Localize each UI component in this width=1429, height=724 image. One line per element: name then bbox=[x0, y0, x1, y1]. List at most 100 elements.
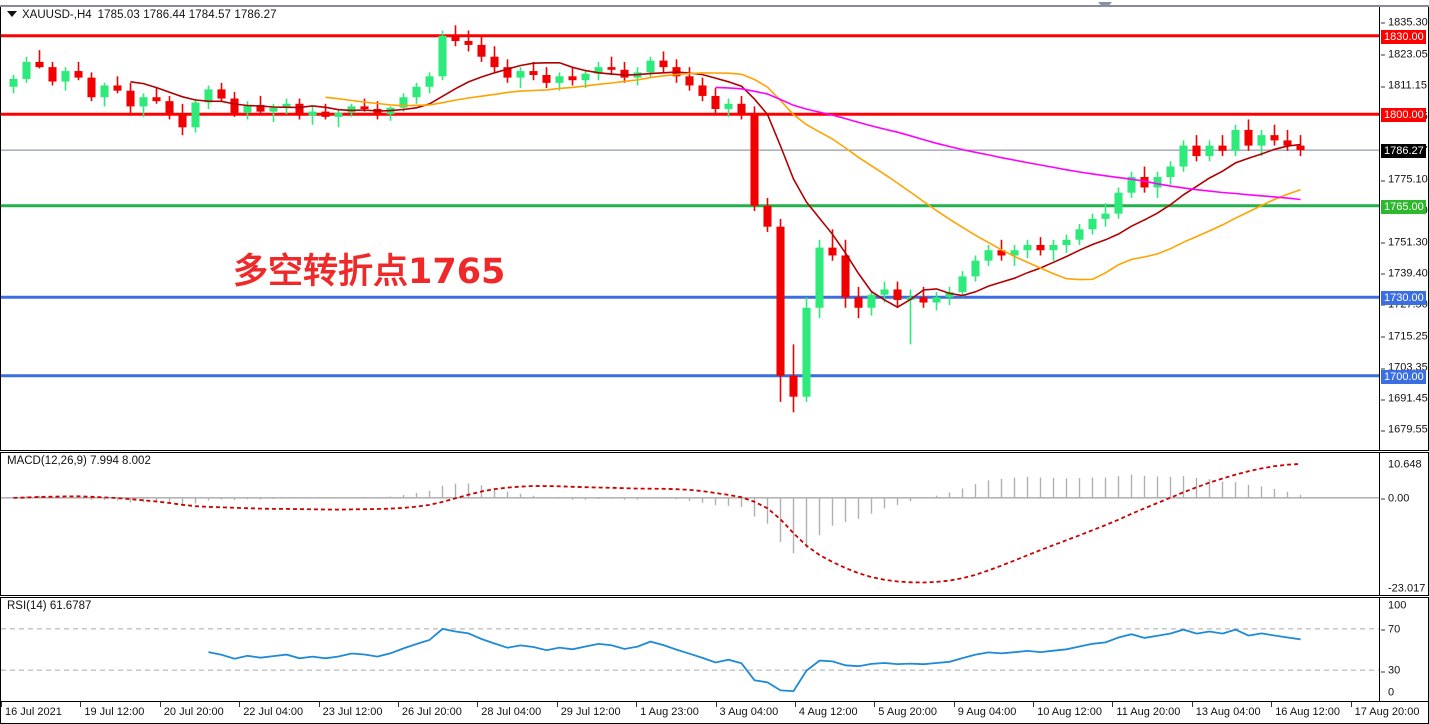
price-tick: 1679.55 bbox=[1381, 423, 1428, 436]
time-tick-mark bbox=[1112, 702, 1114, 707]
time-axis-label: 16 Aug 12:00 bbox=[1275, 706, 1341, 718]
candle-body bbox=[1101, 213, 1110, 219]
time-tick-mark bbox=[1033, 702, 1035, 707]
rsi-axis[interactable]: 100 70 30 0 bbox=[1380, 597, 1429, 702]
candle-body bbox=[477, 44, 486, 57]
price-badge-1830-00[interactable]: 1830.00 bbox=[1381, 29, 1426, 44]
price-tick: 1751.30 bbox=[1381, 236, 1428, 249]
candle-body bbox=[815, 247, 824, 308]
candle-body bbox=[412, 86, 421, 98]
price-badge-1786-27[interactable]: 1786.27 bbox=[1381, 144, 1426, 159]
macd-plot bbox=[1, 463, 1379, 584]
candle-body bbox=[802, 307, 811, 397]
time-axis-label: 10 Aug 12:00 bbox=[1037, 706, 1102, 718]
time-axis-label: 28 Jul 04:00 bbox=[481, 706, 542, 718]
candle-body bbox=[685, 76, 694, 86]
candle-body bbox=[243, 105, 252, 113]
time-tick-mark bbox=[794, 702, 796, 707]
candle-body bbox=[1010, 250, 1019, 256]
price-badge-1800-00[interactable]: 1800.00 bbox=[1381, 108, 1426, 123]
candle-body bbox=[555, 76, 564, 83]
price-axis[interactable]: 1835.301823.051811.151799.251786.271775.… bbox=[1380, 7, 1429, 451]
candle-body bbox=[230, 98, 239, 113]
candle-body bbox=[61, 71, 70, 82]
ohlc-values: 1785.03 1786.44 1784.57 1786.27 bbox=[97, 9, 277, 21]
time-axis-label: 23 Jul 12:00 bbox=[322, 706, 383, 718]
candle-body bbox=[1088, 218, 1097, 230]
candle-body bbox=[1205, 145, 1214, 157]
price-chart-panel[interactable]: XAUUSD-,H4 1785.03 1786.44 1784.57 1786.2… bbox=[0, 7, 1380, 451]
candle-body bbox=[724, 103, 733, 109]
macd-axis[interactable]: 10.648 0.00 -23.017 bbox=[1380, 452, 1429, 596]
rsi-title: RSI(14) 61.6787 bbox=[7, 600, 92, 612]
candle-body bbox=[295, 103, 304, 116]
time-tick-mark bbox=[715, 702, 717, 707]
chevron-down-icon[interactable] bbox=[7, 10, 17, 17]
triangle-down-icon[interactable] bbox=[1097, 2, 1112, 10]
candle-body bbox=[841, 255, 850, 298]
symbol-label: XAUUSD-,H4 bbox=[22, 9, 92, 21]
candle-body bbox=[308, 111, 317, 116]
rsi-tick: 30 bbox=[1380, 664, 1401, 677]
time-tick-mark bbox=[397, 702, 399, 707]
candle-body bbox=[1257, 135, 1266, 146]
candle-body bbox=[1023, 245, 1032, 251]
rsi-tick: 0 bbox=[1388, 686, 1395, 699]
macd-tick: 10.648 bbox=[1388, 458, 1422, 471]
candle-body bbox=[490, 56, 499, 68]
price-badge-1730-00[interactable]: 1730.00 bbox=[1381, 291, 1426, 306]
macd-panel[interactable]: MACD(12,26,9) 7.994 8.002 bbox=[0, 452, 1380, 596]
time-tick-mark bbox=[1, 702, 2, 707]
time-axis-label: 11 Aug 20:00 bbox=[1116, 706, 1181, 718]
candle-body bbox=[321, 111, 330, 117]
price-badge-1765-00[interactable]: 1765.00 bbox=[1381, 199, 1426, 214]
candle-body bbox=[334, 112, 343, 117]
time-tick-mark bbox=[1350, 702, 1352, 707]
candle-body bbox=[828, 247, 837, 256]
candle-body bbox=[191, 102, 200, 128]
candle-body bbox=[932, 297, 941, 303]
candle-body bbox=[269, 107, 278, 112]
candle-body bbox=[126, 90, 135, 107]
candle-body bbox=[737, 103, 746, 115]
price-candles bbox=[1, 25, 1379, 413]
rsi-line bbox=[208, 627, 1301, 693]
candle-body bbox=[1075, 229, 1084, 240]
price-tick: 1703.35 bbox=[1381, 361, 1428, 374]
candle-body bbox=[1244, 129, 1253, 146]
candle-body bbox=[1062, 239, 1071, 245]
candle-body bbox=[1179, 145, 1188, 167]
candle-body bbox=[1140, 177, 1149, 188]
price-tick: 1775.10 bbox=[1381, 173, 1428, 186]
candle-body bbox=[529, 71, 538, 75]
candle-body bbox=[698, 85, 707, 96]
candle-body bbox=[152, 97, 161, 102]
rsi-panel[interactable]: RSI(14) 61.6787 bbox=[0, 597, 1380, 702]
candle-body bbox=[35, 61, 44, 68]
annotation-text: 多空转折点1765 bbox=[233, 252, 506, 292]
candle-body bbox=[1127, 177, 1136, 193]
moving-average-1 bbox=[325, 72, 1301, 281]
macd-tick: -23.017 bbox=[1388, 582, 1426, 595]
candle-body bbox=[464, 41, 473, 45]
candle-body bbox=[425, 76, 434, 87]
time-tick-mark bbox=[636, 702, 638, 707]
time-axis-label: 19 Jul 12:00 bbox=[84, 706, 145, 718]
candle-body bbox=[1192, 145, 1201, 157]
time-tick-mark bbox=[477, 702, 479, 707]
time-axis[interactable]: 16 Jul 2021 19 Jul 12:00 20 Jul 20:00 22 Ju… bbox=[0, 702, 1429, 724]
candle-body bbox=[750, 114, 759, 206]
candle-body bbox=[984, 250, 993, 261]
candle-body bbox=[854, 297, 863, 308]
candle-body bbox=[867, 294, 876, 308]
time-tick-mark bbox=[1191, 702, 1193, 707]
price-badge-1700-00[interactable]: 1700.00 bbox=[1381, 369, 1426, 384]
rsi-tick: 100 bbox=[1388, 599, 1407, 612]
rsi-plot bbox=[1, 627, 1379, 693]
price-tick: 1823.05 bbox=[1381, 48, 1428, 61]
candle-body bbox=[48, 67, 57, 82]
time-tick-mark bbox=[556, 702, 558, 707]
candle-body bbox=[1036, 245, 1045, 251]
candle-body bbox=[100, 85, 109, 98]
time-axis-label: 26 Jul 20:00 bbox=[401, 706, 462, 718]
